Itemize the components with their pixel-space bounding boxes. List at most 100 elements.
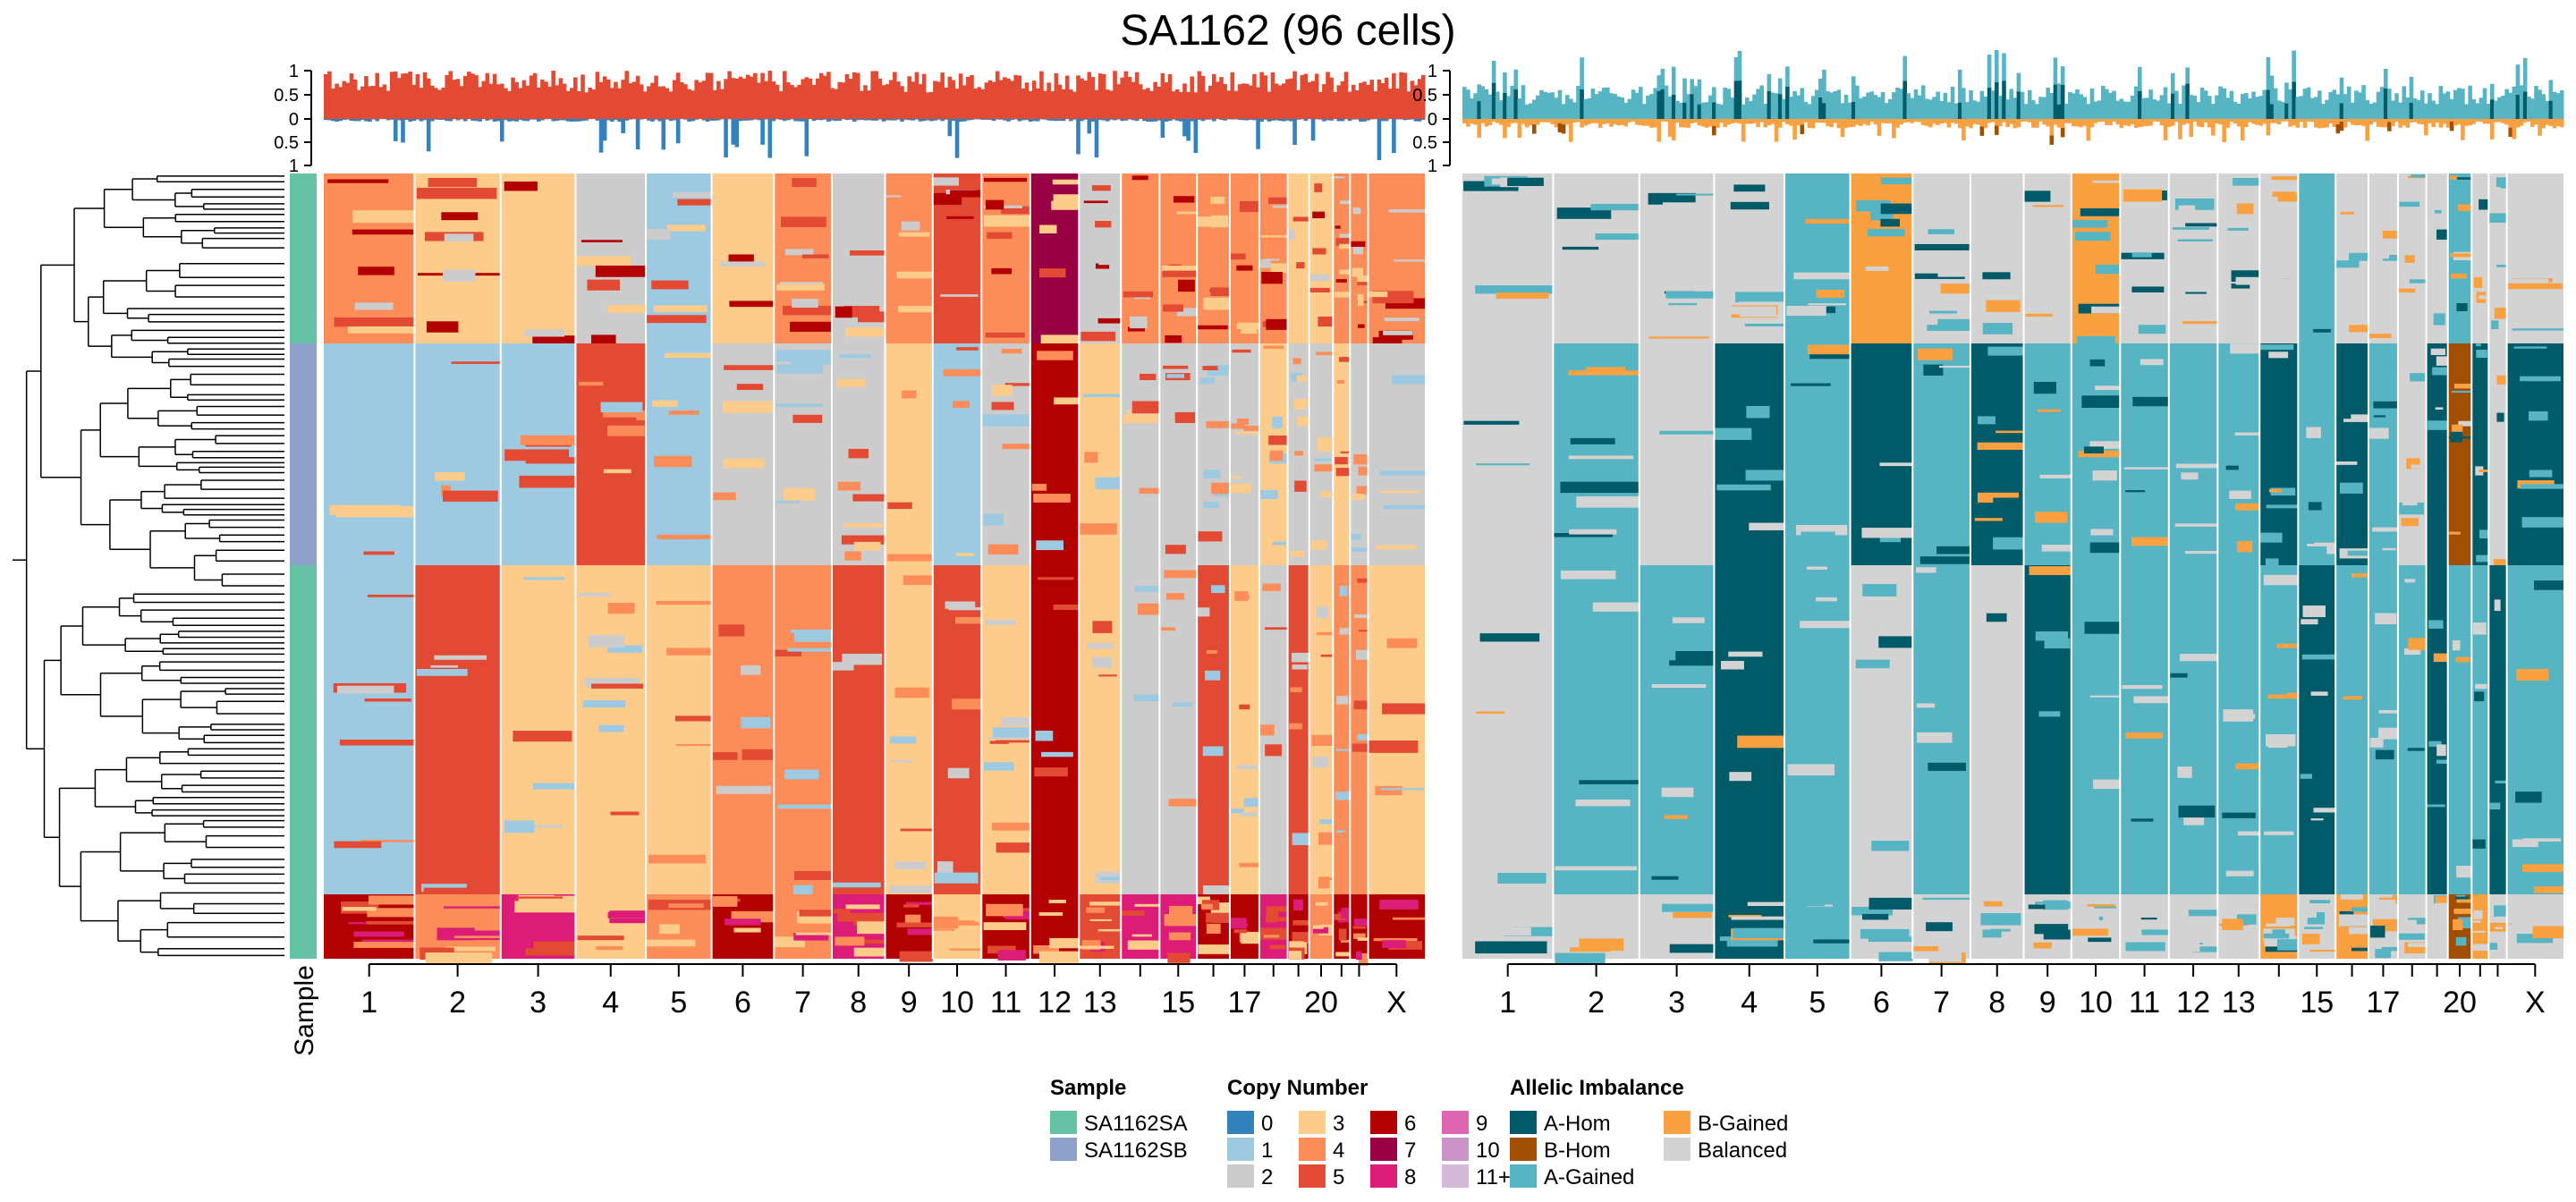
- gain-bar: [1387, 89, 1393, 119]
- copy-number-cell-band: [1312, 248, 1326, 255]
- b-gained-bar: [2501, 119, 2505, 123]
- allelic-imbalance-cell-band: [2369, 427, 2389, 439]
- allelic-imbalance-cell-band: [2369, 926, 2385, 938]
- a-gained-bar: [1770, 92, 1775, 119]
- allelic-imbalance-cell-band: [2479, 469, 2489, 472]
- copy-number-cell-band: [1236, 765, 1258, 770]
- loss-bar: [925, 119, 930, 121]
- b-gained-bar: [2361, 119, 2366, 126]
- copy-number-cell-band: [434, 655, 487, 660]
- allelic-imbalance-cell-band: [2132, 396, 2169, 407]
- loss-bar: [757, 119, 761, 121]
- copy-number-cell-band: [936, 921, 979, 926]
- allelic-imbalance-cell-band: [2378, 897, 2398, 900]
- gain-bar: [1406, 91, 1411, 119]
- a-hom-bar: [2269, 104, 2275, 119]
- copy-number-cell-band: [533, 941, 576, 949]
- a-gained-bar: [1803, 101, 1809, 119]
- b-gained-bar: [2306, 119, 2311, 122]
- a-gained-bar: [1594, 94, 1599, 119]
- copy-number-cell-band: [1004, 383, 1030, 386]
- gain-bar: [1200, 75, 1206, 119]
- copy-number-cell-band: [1315, 902, 1328, 906]
- allelic-imbalance-chromosome-axis: 1 2 3 4 5 6 7 8 9 10 11 12 13 15 17 20 X: [1499, 963, 2546, 1020]
- a-gained-bar: [1807, 104, 1812, 119]
- a-gained-bar: [1631, 89, 1636, 119]
- a-hom-bar: [1660, 89, 1665, 119]
- allelic-imbalance-cell-band: [2235, 763, 2260, 770]
- copy-number-cell-band: [598, 724, 624, 732]
- sample-axis-label: Sample: [290, 965, 319, 1056]
- copy-number-cell-band: [1350, 547, 1368, 552]
- copy-number-cell-band: [1210, 902, 1230, 913]
- allelic-imbalance-cell-band: [2456, 866, 2472, 878]
- loss-bar: [793, 119, 798, 122]
- allelic-imbalance-cell-band: [1649, 447, 1715, 461]
- b-gained-bar: [1851, 119, 1856, 127]
- a-gained-bar: [2512, 86, 2517, 119]
- loss-bar: [921, 119, 927, 122]
- loss-bar: [331, 119, 335, 122]
- allelic-imbalance-segment: [1912, 174, 1970, 343]
- allelic-imbalance-cell-band: [2123, 189, 2163, 202]
- allelic-imbalance-cell-band: [2309, 203, 2336, 216]
- gain-bar: [1090, 77, 1096, 119]
- allelic-imbalance-cell-band: [2038, 711, 2061, 717]
- b-gained-bar: [2302, 119, 2308, 129]
- a-gained-bar: [1623, 102, 1629, 119]
- a-hom-bar: [1477, 101, 1482, 119]
- allelic-imbalance-cell-band: [1928, 229, 1955, 234]
- gain-bar: [1179, 91, 1183, 119]
- b-gained-bar: [1609, 119, 1614, 127]
- allelic-imbalance-cell-band: [1990, 928, 2011, 932]
- loss-bar: [675, 119, 681, 144]
- allelic-imbalance-cell-band: [2308, 502, 2322, 511]
- allelic-imbalance-segment: [1639, 565, 1715, 894]
- gain-bar: [672, 80, 677, 119]
- a-gained-bar: [2079, 94, 2083, 119]
- allelic-imbalance-cell-band: [2277, 194, 2299, 202]
- copy-number-cell-band: [1174, 411, 1196, 423]
- a-hom-bar: [2339, 103, 2344, 119]
- allelic-imbalance-cell-band: [1744, 323, 1785, 326]
- a-gained-bar: [1470, 97, 1474, 119]
- copy-number-cell-band: [1266, 907, 1279, 918]
- b-gained-bar: [2530, 119, 2535, 128]
- gain-bar: [496, 84, 501, 119]
- copy-number-segment: [1079, 174, 1122, 343]
- copy-number-cell-band: [905, 902, 933, 905]
- legend-label: 3: [1333, 1112, 1344, 1136]
- a-hom-bar: [2053, 84, 2058, 119]
- copy-number-cell-band: [1340, 200, 1351, 205]
- allelic-imbalance-cell-band: [1982, 272, 2011, 280]
- gain-bar: [1061, 89, 1066, 119]
- allelic-imbalance-segment: [2335, 565, 2368, 894]
- allelic-imbalance-cell-band: [1730, 201, 1769, 210]
- copy-number-cell-band: [1338, 495, 1347, 506]
- a-hom-bar: [2409, 102, 2414, 119]
- gain-bar: [569, 88, 574, 119]
- a-gained-bar: [2119, 98, 2124, 119]
- loss-bar: [525, 119, 530, 122]
- gain-bar: [1057, 84, 1063, 119]
- copy-number-cell-band: [525, 825, 564, 828]
- loss-bar: [1351, 119, 1356, 120]
- copy-number-cell-band: [1138, 603, 1160, 615]
- copy-number-cell-band: [1127, 940, 1160, 950]
- allelic-imbalance-cell-band: [2301, 619, 2318, 625]
- loss-bar: [900, 119, 904, 123]
- gain-bar: [411, 84, 417, 119]
- copy-number-cell-band: [1053, 194, 1080, 202]
- copy-number-cell-band: [1206, 912, 1230, 923]
- gain-bar: [467, 72, 471, 119]
- allelic-imbalance-cell-band: [1912, 946, 1939, 952]
- gain-bar: [837, 81, 843, 119]
- allelic-imbalance-cell-band: [1507, 177, 1544, 187]
- gain-bar: [1197, 71, 1202, 119]
- loss-bar: [933, 119, 937, 121]
- gain-bar: [1142, 89, 1147, 119]
- loss-bar: [708, 119, 714, 121]
- allelic-imbalance-cell-band: [2403, 648, 2421, 656]
- a-gained-bar: [2148, 89, 2153, 119]
